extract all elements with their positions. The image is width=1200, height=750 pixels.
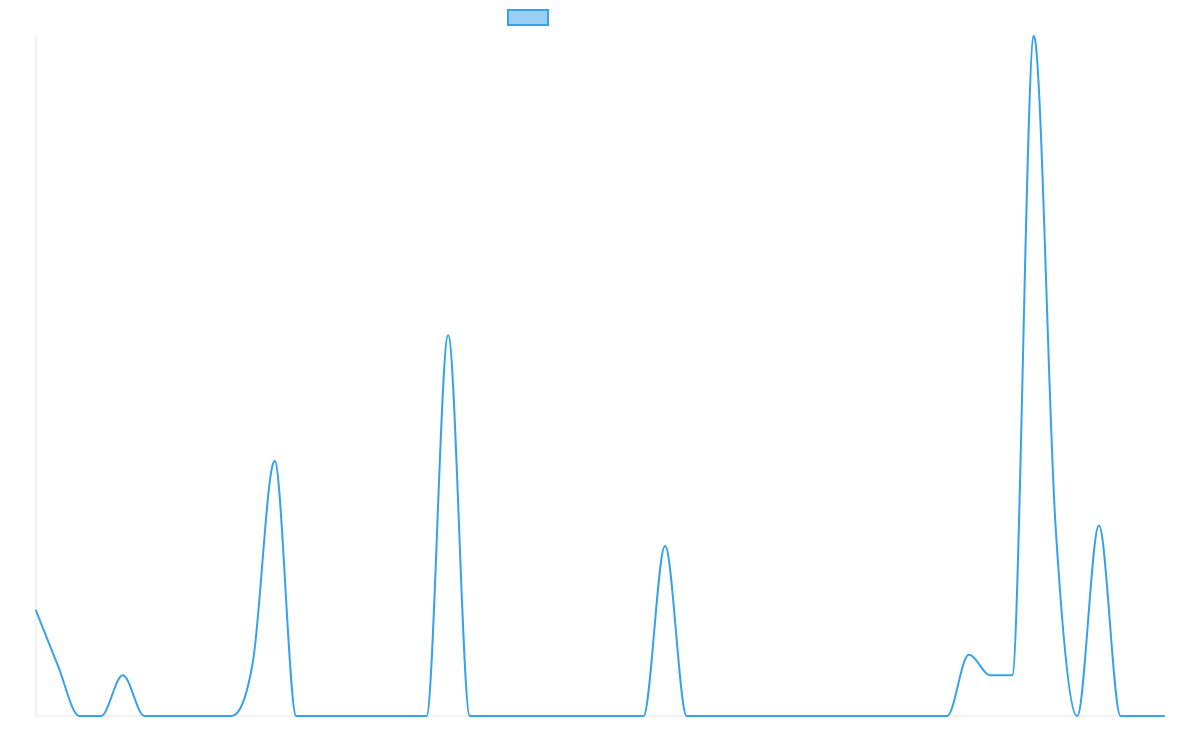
series-0 [35,35,1165,717]
series-layer [35,35,1165,717]
legend-swatch[interactable] [507,9,549,26]
chart-axes [35,36,1164,717]
series-line [35,35,1165,717]
legend[interactable] [507,9,549,26]
